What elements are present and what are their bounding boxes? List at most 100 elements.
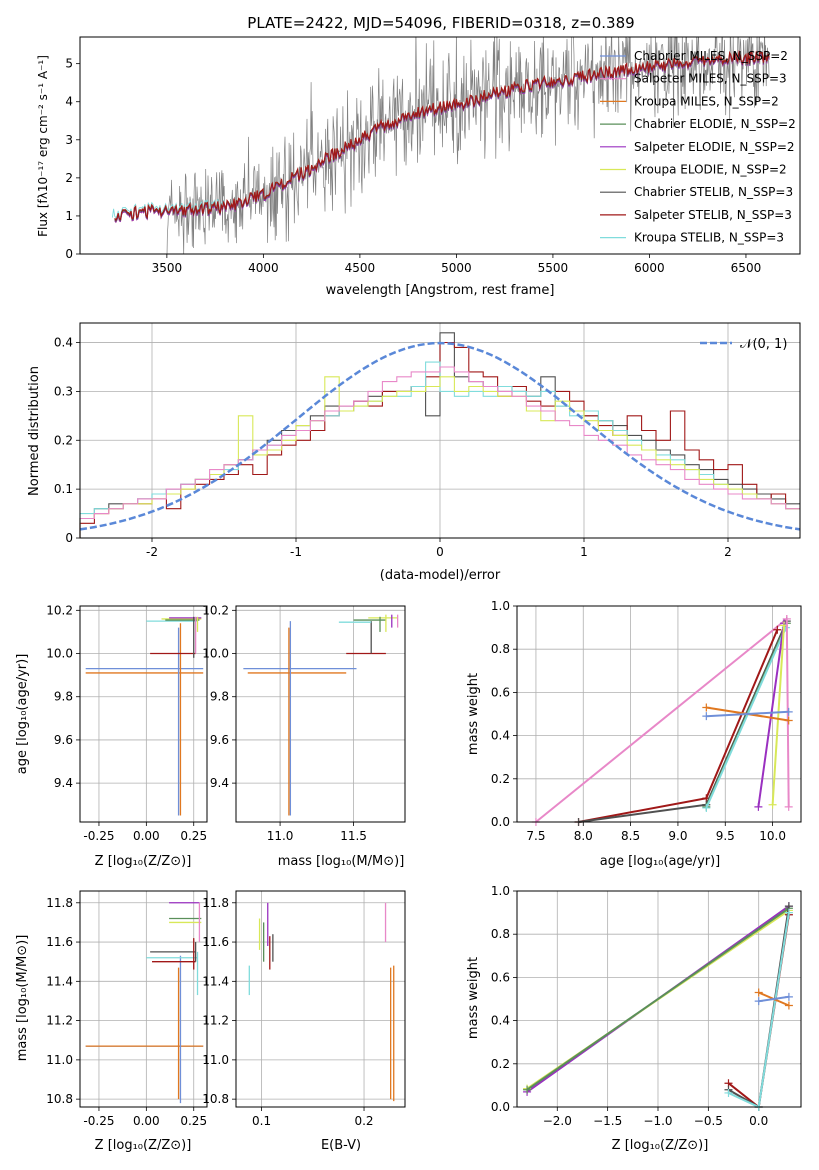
weight-z-xtick-label: −1.5 [593, 1114, 622, 1128]
weight-z-line [758, 995, 790, 1003]
age-z-ytick-label: 10.2 [46, 603, 73, 617]
spectrum-ytick-label: 1 [65, 209, 73, 223]
residual-legend-label: 𝒩(0, 1) [740, 337, 787, 352]
spectrum-ytick-label: 3 [65, 133, 73, 147]
weight-age-point [768, 800, 777, 809]
spectrum-ylabel: Flux [fλ10⁻¹⁷ erg cm⁻² s⁻¹ A⁻¹] [36, 55, 50, 237]
age-z-ylabel: age [log₁₀(age/yr)] [15, 654, 30, 775]
age-mass-xlabel: mass [log₁₀(M/M⊙)] [278, 854, 405, 869]
spectrum-ytick-label: 4 [65, 95, 73, 109]
weight-z-panel: −2.0 −1.5 −1.0 −0.5 0.0 0.0 0.2 0.4 0.6 0.8 1.0 Z … [466, 884, 802, 1153]
age-z-xtick-label: 0.25 [180, 829, 207, 843]
weight-age-xtick-label: 8.0 [574, 829, 593, 843]
weight-age-xtick-label: 7.5 [526, 829, 545, 843]
weight-z-frame [516, 890, 802, 1108]
mass-ebv-panel: 0.1 0.2 10.8 11.0 11.2 11.4 11.6 11.8 E(B-V) [202, 890, 406, 1153]
spectrum-xlabel: wavelength [Angstrom, rest frame] [326, 283, 555, 298]
weight-age-point [754, 802, 763, 811]
residual-ytick-label: 0.4 [54, 336, 73, 350]
mass-ebv-ytick-label: 11.6 [202, 935, 229, 949]
spectrum-xtick-label: 6000 [634, 261, 665, 275]
weight-z-ytick-label: 0.4 [491, 1014, 510, 1028]
weight-age-xlabel: age [log₁₀(age/yr)] [600, 854, 721, 869]
weight-age-ytick-label: 0.2 [491, 772, 510, 786]
age-z-panel: -0.25 0.00 0.25 9.4 9.6 9.8 10.0 10.2 Z [log₁₀(… [15, 603, 208, 869]
weight-z-point [724, 1088, 733, 1097]
residual-panel: -2 -1 0 1 200.10.20.30.4 (data-model)/error … [27, 322, 801, 583]
mass-ebv-xtick-label: 0.1 [252, 1114, 271, 1128]
spectrum-panel: 3500 4000 4500 5000 5500 6000 6500 0 1 2 3 4 5 wavel… [36, 36, 801, 298]
residual-ytick-label: 0.3 [54, 384, 73, 398]
weight-z-xtick-label: −0.5 [694, 1114, 723, 1128]
spectrum-ytick-label: 0 [65, 247, 73, 261]
mass-z-ytick-label: 11.2 [46, 1014, 73, 1028]
spectrum-legend-label: Chabrier MILES, N_SSP=2 [634, 49, 788, 63]
residual-legend: 𝒩(0, 1) [700, 337, 787, 352]
weight-age-line [757, 623, 785, 808]
residual-ytick-label: 0 [65, 531, 73, 545]
residual-histogram-series [79, 366, 800, 538]
age-mass-xtick-label: 11.0 [267, 829, 294, 843]
weight-age-point [784, 716, 793, 725]
residual-ytick-label: 0.1 [54, 482, 73, 496]
age-mass-ytick-label: 9.6 [210, 733, 229, 747]
spectrum-legend-label: Kroupa STELIB, N_SSP=3 [634, 231, 784, 245]
weight-z-ytick-label: 0.8 [491, 927, 510, 941]
spectrum-legend: Chabrier MILES, N_SSP=2 Salpeter MILES, N… [600, 49, 796, 245]
age-z-ytick-label: 9.8 [54, 690, 73, 704]
spectrum-legend-label: Chabrier ELODIE, N_SSP=2 [634, 117, 796, 131]
weight-age-point [784, 802, 793, 811]
age-mass-ytick-label: 9.8 [210, 690, 229, 704]
spectrum-xtick-label: 4000 [248, 261, 279, 275]
spectrum-legend-label: Kroupa ELODIE, N_SSP=2 [634, 163, 787, 177]
mass-ebv-ytick-label: 11.0 [202, 1053, 229, 1067]
spectrum-xtick-label: 3500 [152, 261, 183, 275]
residual-xtick-label: 2 [724, 545, 732, 559]
age-z-frame [79, 605, 208, 823]
weight-age-point [773, 625, 782, 634]
mass-z-frame [79, 890, 208, 1108]
mass-z-xtick-label: 0.00 [133, 1114, 160, 1128]
residual-xtick-label: -2 [146, 545, 158, 559]
mass-z-ytick-label: 11.4 [46, 974, 73, 988]
weight-age-point [702, 803, 711, 812]
age-z-xtick-label: 0.00 [133, 829, 160, 843]
weight-age-panel: 7.5 8.0 8.5 9.0 9.5 10.0 0.0 0.2 0.4 0.6 0.8 1.0 ag… [466, 599, 802, 869]
weight-z-point [784, 1001, 793, 1010]
weight-age-xtick-label: 10.0 [759, 829, 786, 843]
weight-z-point [754, 988, 763, 997]
spectrum-legend-label: Salpeter STELIB, N_SSP=3 [634, 208, 792, 222]
spectrum-legend-label: Salpeter ELODIE, N_SSP=2 [634, 140, 795, 154]
weight-z-ytick-label: 0.2 [491, 1057, 510, 1071]
weight-age-ytick-label: 0.4 [491, 729, 510, 743]
age-z-xlabel: Z [log₁₀(Z/Z⊙)] [95, 854, 192, 869]
spectrum-data-line [166, 37, 770, 254]
residual-ytick-label: 0.2 [54, 433, 73, 447]
weight-age-frame [516, 605, 802, 823]
spectrum-legend-label: Kroupa MILES, N_SSP=2 [634, 94, 779, 108]
weight-z-ytick-label: 0.6 [491, 970, 510, 984]
weight-z-ylabel: mass weight [466, 957, 481, 1039]
mass-ebv-xlabel: E(B-V) [321, 1138, 361, 1153]
weight-age-line [771, 625, 785, 805]
age-mass-ytick-label: 9.4 [210, 776, 229, 790]
weight-age-xtick-label: 9.0 [668, 829, 687, 843]
mass-z-xlabel: Z [log₁₀(Z/Z⊙)] [95, 1138, 192, 1153]
weight-z-xtick-label: −1.0 [643, 1114, 672, 1128]
mass-ebv-ytick-label: 11.4 [202, 974, 229, 988]
mass-z-xtick-label: -0.25 [83, 1114, 114, 1128]
weight-age-point [702, 703, 711, 712]
weight-age-point [784, 707, 793, 716]
residual-frame [79, 322, 801, 539]
spectrum-ytick-label: 5 [65, 57, 73, 71]
age-z-ytick-label: 9.4 [54, 776, 73, 790]
weight-age-xtick-label: 9.5 [716, 829, 735, 843]
spectrum-model-line [114, 49, 770, 222]
weight-age-ylabel: mass weight [466, 673, 481, 755]
mass-z-ytick-label: 10.8 [46, 1092, 73, 1106]
figure-title: PLATE=2422, MJD=54096, FIBERID=0318, z=0… [247, 14, 634, 32]
age-z-ytick-label: 9.6 [54, 733, 73, 747]
mass-ebv-frame [235, 890, 406, 1108]
residual-xtick-label: -1 [290, 545, 302, 559]
